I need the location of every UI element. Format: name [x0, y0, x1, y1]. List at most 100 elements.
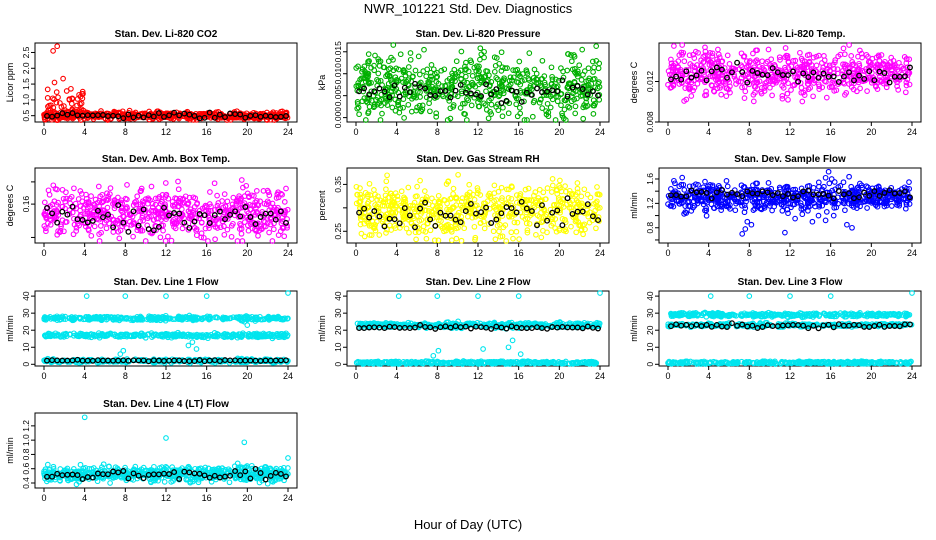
- data-point: [499, 233, 506, 240]
- data-point: [809, 218, 816, 225]
- data-point: [124, 196, 130, 203]
- data-point: [513, 101, 520, 108]
- data-point: [574, 73, 581, 80]
- y-tick-label: 1.5: [21, 78, 31, 90]
- data-point: [703, 92, 710, 98]
- data-point: [594, 184, 600, 190]
- data-point: [547, 104, 554, 111]
- data-point: [172, 225, 179, 232]
- data-point: [162, 180, 169, 186]
- data-point: [481, 100, 487, 107]
- data-point: [180, 195, 187, 202]
- data-point: [283, 185, 289, 192]
- data-point: [171, 219, 178, 226]
- data-point: [873, 83, 879, 90]
- data-point: [792, 215, 798, 222]
- data-point: [415, 229, 422, 235]
- hourly-mean-point: [366, 214, 373, 221]
- data-point: [453, 194, 459, 201]
- data-point: [193, 226, 200, 232]
- hourly-mean-point: [589, 88, 596, 95]
- data-point: [848, 53, 855, 59]
- data-point: [888, 203, 895, 209]
- data-point: [570, 214, 577, 221]
- data-point: [390, 209, 396, 216]
- hourly-mean-point: [49, 113, 56, 120]
- hourly-mean-point: [901, 73, 908, 80]
- data-point: [491, 91, 498, 98]
- hourly-mean-point: [703, 77, 710, 84]
- data-point: [198, 234, 205, 241]
- data-point: [95, 183, 102, 190]
- data-point: [481, 200, 487, 207]
- data-point: [765, 46, 772, 53]
- data-point: [104, 197, 111, 203]
- data-point: [894, 83, 900, 90]
- data-point: [455, 69, 462, 76]
- hourly-mean-point: [452, 87, 459, 94]
- hourly-mean-point: [252, 112, 259, 119]
- data-point: [496, 228, 502, 235]
- x-tick-label: 8: [123, 248, 128, 258]
- hourly-mean-point: [840, 73, 847, 80]
- data-point: [562, 217, 568, 223]
- hourly-mean-point: [835, 78, 842, 85]
- data-point: [799, 98, 806, 105]
- data-point: [407, 56, 414, 63]
- data-point: [281, 233, 288, 240]
- hourly-mean-point: [135, 222, 142, 229]
- data-point: [360, 75, 366, 81]
- y-tick-label: 0.16: [21, 196, 31, 213]
- data-point: [445, 221, 451, 228]
- hourly-mean-point: [371, 208, 378, 215]
- data-point: [492, 62, 499, 69]
- data-point: [162, 194, 169, 200]
- data-points: [41, 43, 291, 123]
- data-point: [825, 71, 832, 78]
- x-tick-label: 20: [242, 127, 252, 137]
- hourly-mean-point: [247, 214, 254, 220]
- data-point: [472, 83, 479, 90]
- data-point: [493, 74, 500, 81]
- data-point: [436, 217, 442, 224]
- data-point: [726, 79, 733, 85]
- data-point: [552, 117, 559, 123]
- data-point: [750, 98, 757, 105]
- data-point: [396, 109, 403, 116]
- data-point: [193, 232, 200, 239]
- data-point: [180, 199, 187, 206]
- data-point: [368, 64, 374, 71]
- data-point: [91, 223, 98, 230]
- hourly-mean-point: [795, 78, 802, 85]
- data-point: [61, 228, 67, 235]
- data-point: [485, 115, 492, 122]
- hourly-mean-point: [386, 94, 393, 101]
- data-point: [591, 64, 597, 71]
- data-point: [71, 185, 77, 192]
- data-point: [211, 180, 218, 187]
- data-point: [275, 209, 281, 216]
- data-point: [192, 195, 199, 202]
- hourly-mean-point: [574, 82, 581, 89]
- data-point: [405, 64, 412, 70]
- data-point: [536, 99, 543, 106]
- x-tick-label: 16: [826, 248, 836, 258]
- data-point: [476, 68, 482, 75]
- data-point: [668, 56, 674, 63]
- data-point: [138, 185, 145, 192]
- data-point: [426, 100, 432, 107]
- data-point: [784, 90, 791, 97]
- data-point: [365, 73, 371, 80]
- data-point: [782, 229, 788, 236]
- y-tick-label: 10: [21, 342, 31, 352]
- data-point: [464, 193, 471, 199]
- data-point: [156, 194, 163, 200]
- data-point: [187, 206, 194, 213]
- hourly-mean-point: [534, 222, 540, 229]
- data-point: [411, 206, 417, 212]
- hourly-mean-point: [412, 80, 418, 87]
- hourly-mean-point: [54, 219, 61, 226]
- hourly-mean-point: [54, 112, 61, 119]
- data-point: [400, 96, 407, 102]
- data-point: [361, 233, 368, 240]
